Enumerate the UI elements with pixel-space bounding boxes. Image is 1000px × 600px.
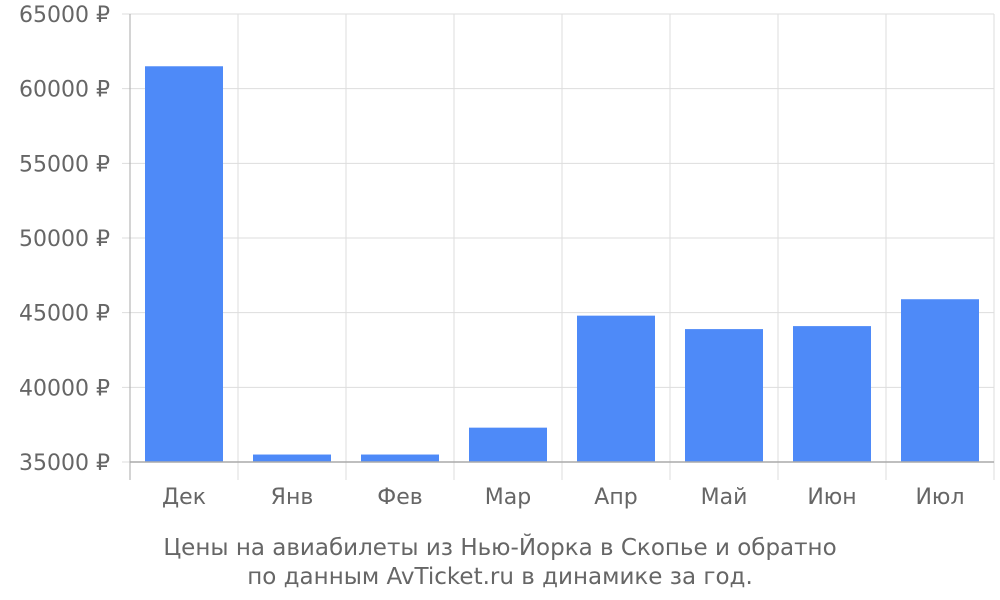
- bar: [793, 326, 871, 462]
- y-tick-label: 65000 ₽: [19, 3, 110, 28]
- bar: [901, 299, 979, 462]
- chart-caption-line-2: по данным AvTicket.ru в динамике за год.: [247, 564, 753, 590]
- y-axis-tick-labels: 65000 ₽ 60000 ₽ 55000 ₽ 50000 ₽ 45000 ₽ 40000…: [19, 3, 110, 476]
- bar: [253, 454, 331, 462]
- chart-caption-line-1: Цены на авиабилеты из Нью-Йорка в Скопье…: [163, 535, 837, 561]
- y-tick-label: 50000 ₽: [19, 227, 110, 252]
- x-tick-label: Июл: [915, 485, 964, 510]
- y-tick-label: 45000 ₽: [19, 302, 110, 327]
- bars: [145, 66, 979, 463]
- x-tick-label: Апр: [594, 485, 637, 510]
- x-tick-label: Дек: [162, 485, 206, 510]
- y-tick-label: 40000 ₽: [19, 376, 110, 401]
- x-tick-label: Май: [701, 485, 748, 510]
- bar: [361, 454, 439, 462]
- bar: [685, 329, 763, 462]
- x-tick-label: Янв: [271, 485, 314, 510]
- x-tick-label: Фев: [377, 485, 422, 510]
- bar: [145, 66, 223, 463]
- y-tick-label: 60000 ₽: [19, 78, 110, 103]
- x-axis-tick-labels: Дек Янв Фев Мар Апр Май Июн Июл: [162, 485, 965, 510]
- x-tick-label: Июн: [807, 485, 856, 510]
- x-tick-label: Мар: [485, 485, 531, 510]
- bar-chart: 65000 ₽ 60000 ₽ 55000 ₽ 50000 ₽ 45000 ₽ 40000…: [19, 3, 995, 510]
- y-tick-label: 35000 ₽: [19, 451, 110, 476]
- bar: [469, 427, 547, 462]
- bar: [577, 315, 655, 462]
- grid-lines: [122, 13, 995, 480]
- y-tick-label: 55000 ₽: [19, 152, 110, 177]
